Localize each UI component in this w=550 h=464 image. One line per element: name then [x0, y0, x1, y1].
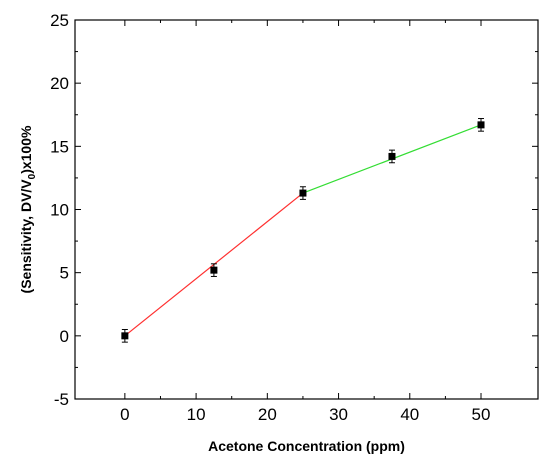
data-point — [388, 149, 396, 164]
x-tick-label: 0 — [120, 405, 129, 424]
plot-area-frame — [74, 19, 539, 400]
y-axis-title: (Sensitivity, DV/V0)x100% — [18, 125, 38, 293]
data-point — [299, 186, 307, 200]
y-tick-label: 0 — [60, 327, 69, 346]
fit-lines — [124, 124, 482, 337]
x-tick-label: 20 — [258, 405, 277, 424]
data-point — [121, 329, 129, 343]
x-tick-label: 50 — [472, 405, 491, 424]
data-point — [477, 118, 485, 132]
x-tick-label: 40 — [400, 405, 419, 424]
y-tick-label: 25 — [50, 11, 69, 30]
data-point — [210, 263, 218, 277]
y-tick-label: 20 — [50, 74, 69, 93]
point-marker — [477, 121, 485, 129]
point-marker — [210, 266, 218, 274]
point-marker — [121, 332, 129, 340]
x-tick-label: 30 — [329, 405, 348, 424]
axis-ticks: 0 10 20 30 40 50 -5 0 5 10 15 20 25 — [50, 11, 538, 424]
x-tick-label: 10 — [187, 405, 206, 424]
y-tick-label: 5 — [60, 264, 69, 283]
y-axis-title-subscript: 0 — [27, 173, 38, 179]
point-marker — [388, 152, 396, 160]
data-points — [121, 118, 485, 343]
y-tick-label: 15 — [50, 137, 69, 156]
y-axis-title-tail: )x100% — [18, 125, 34, 174]
y-axis-title-main: (Sensitivity, DV/V — [18, 179, 34, 294]
x-axis-title: Acetone Concentration (ppm) — [208, 438, 405, 454]
point-marker — [299, 189, 307, 197]
y-tick-label: 10 — [50, 201, 69, 220]
y-tick-label: -5 — [54, 390, 69, 409]
